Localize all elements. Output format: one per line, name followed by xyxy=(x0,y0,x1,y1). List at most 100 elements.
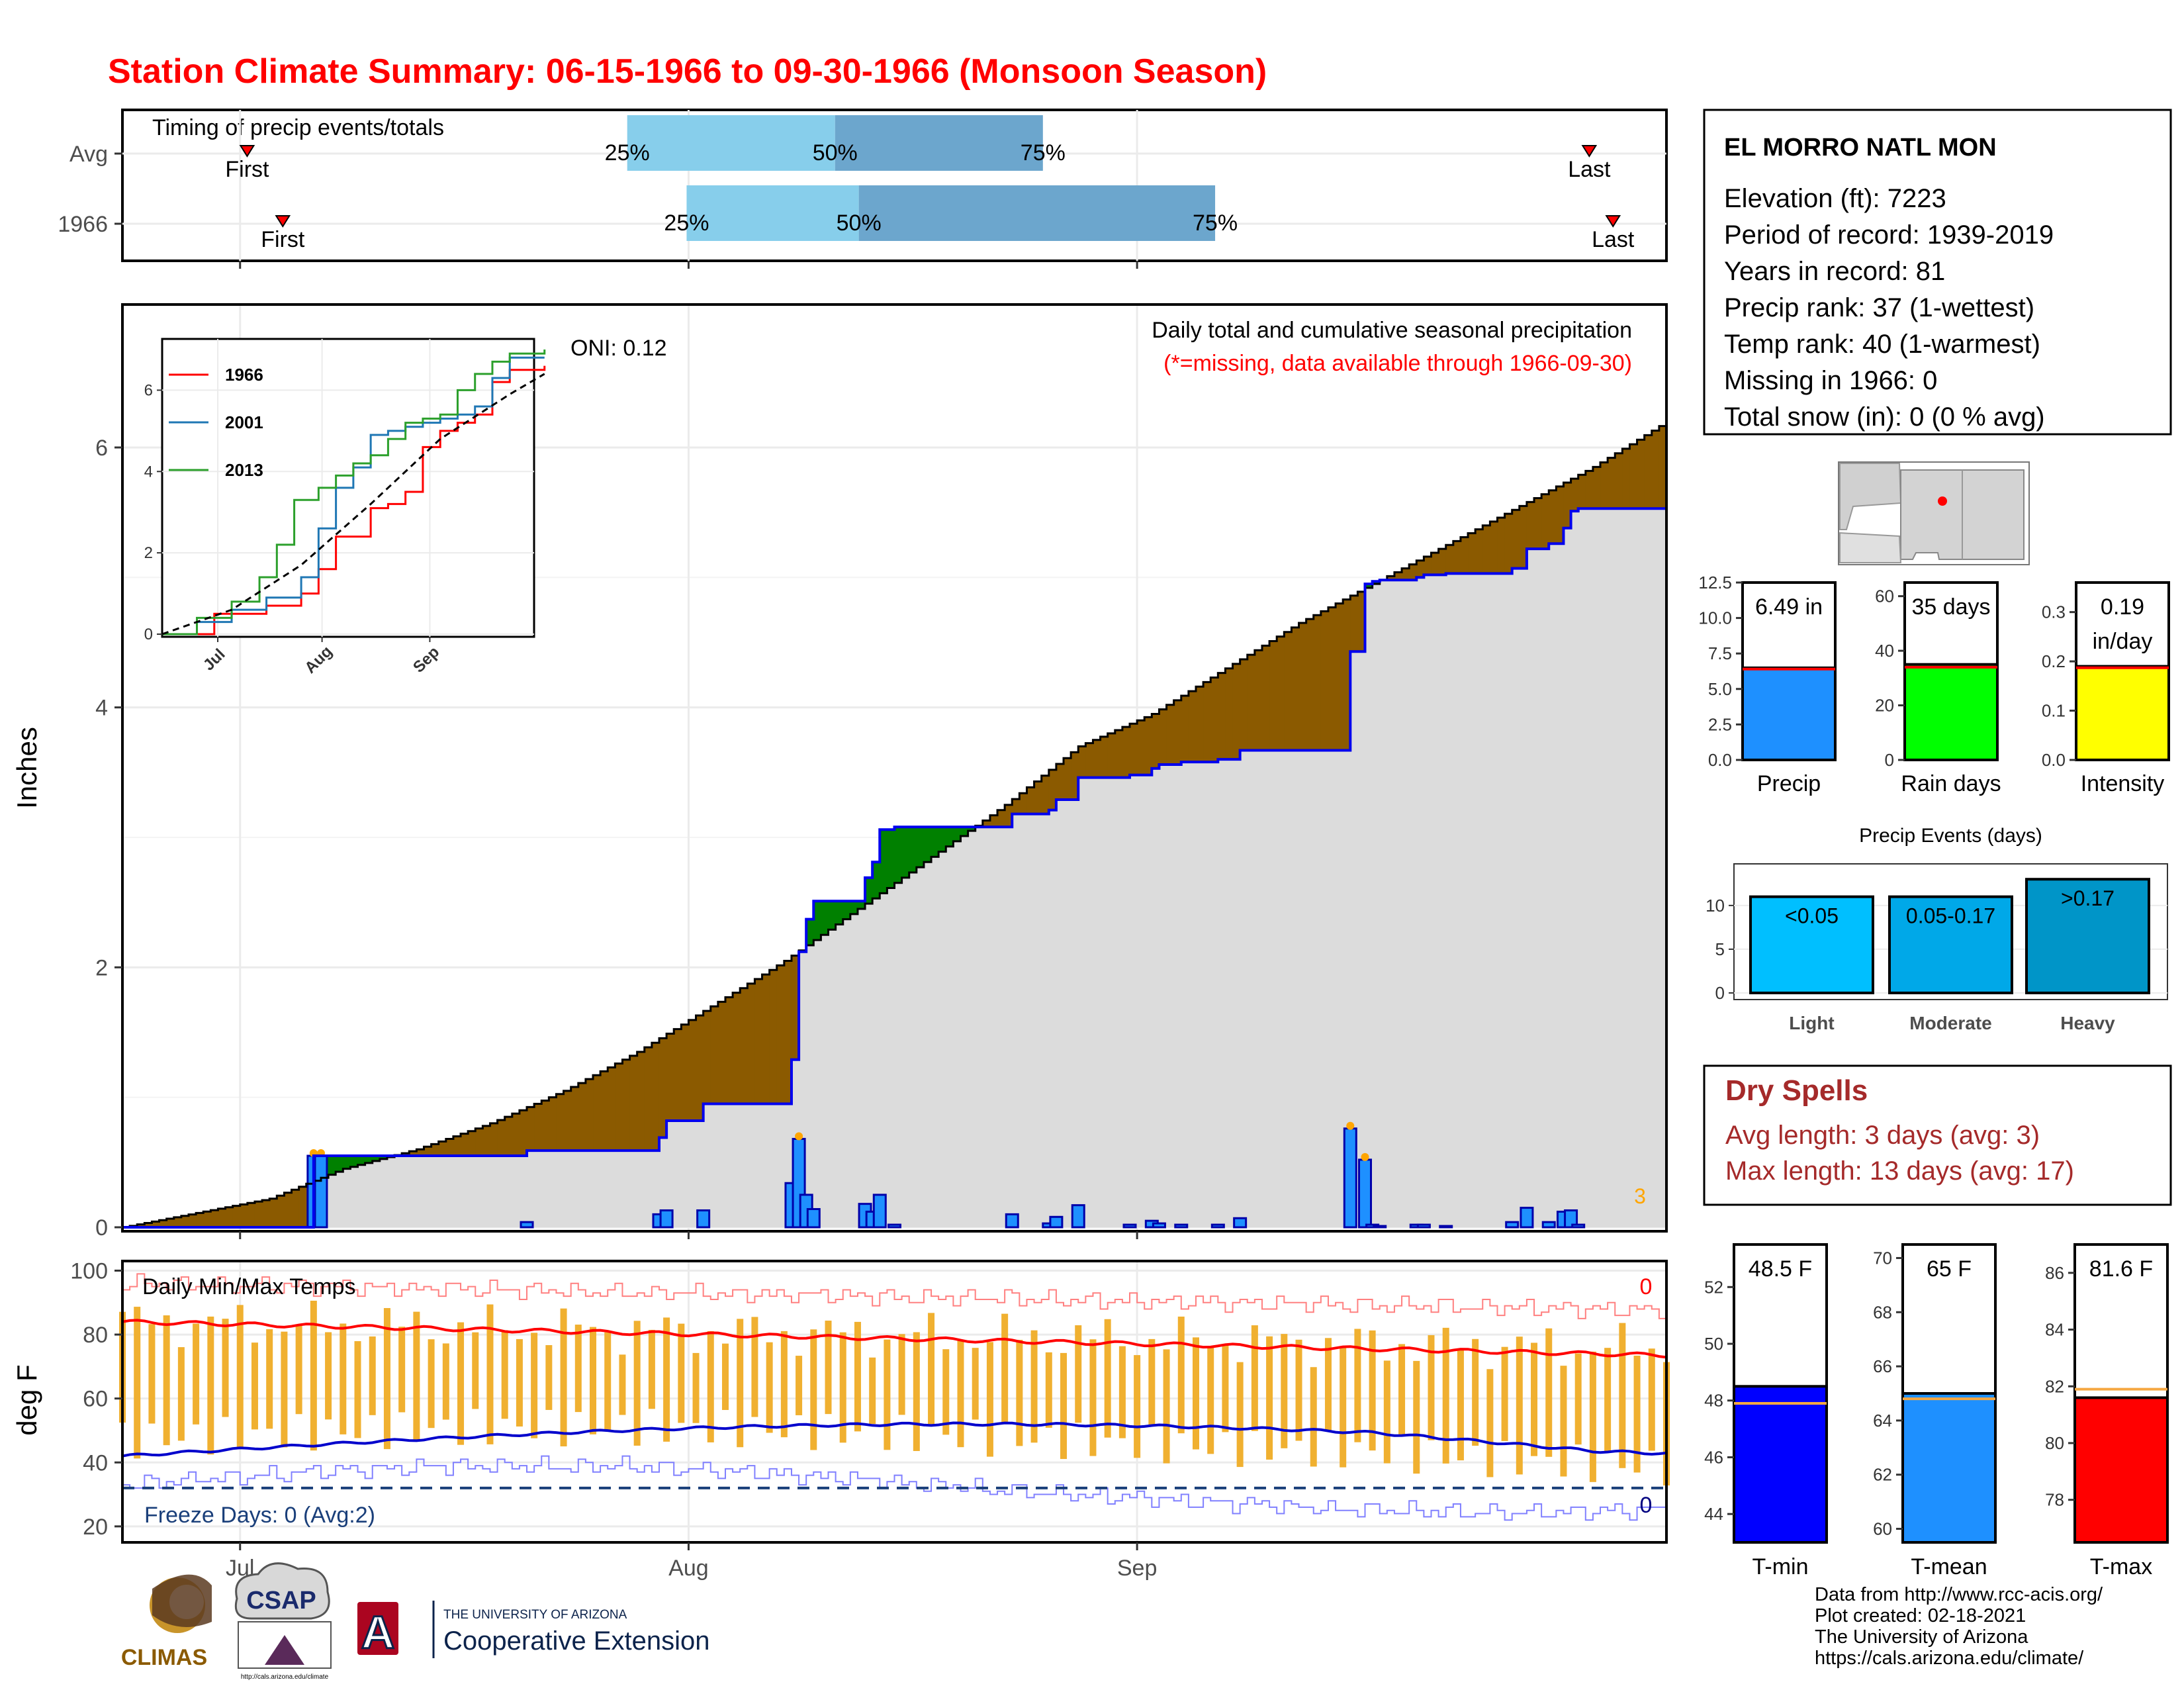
below-average-fill xyxy=(1556,486,1564,544)
below-average-fill xyxy=(497,1120,506,1156)
daily-temp-bar xyxy=(1045,1352,1052,1428)
below-average-fill xyxy=(1512,510,1520,569)
last-event-marker xyxy=(1581,145,1598,158)
daily-precip-bar xyxy=(1210,1223,1225,1229)
y-tick-label: 10.0 xyxy=(1698,608,1732,628)
daily-temp-bar xyxy=(574,1325,582,1413)
below-average-fill xyxy=(1048,769,1057,810)
above-average-fill xyxy=(946,827,954,847)
daily-temp-bar xyxy=(442,1343,449,1420)
below-average-fill xyxy=(997,810,1005,827)
daily-temp-bar xyxy=(1222,1344,1229,1432)
below-average-fill xyxy=(1291,627,1300,751)
dry-spells-avg: Avg length: 3 days (avg: 3) xyxy=(1725,1121,2040,1150)
footer-line: The University of Arizona xyxy=(1815,1626,2028,1648)
below-average-fill xyxy=(1328,607,1336,751)
daily-temp-bar xyxy=(1560,1366,1567,1477)
dry-spells-box: Dry Spells Avg length: 3 days (avg: 3) M… xyxy=(1703,1064,2172,1206)
below-average-fill xyxy=(1078,746,1086,778)
daily-temp-bar xyxy=(1574,1353,1582,1445)
inset-series-line xyxy=(162,350,546,635)
footer-credits: Data from http://www.rcc-acis.org/ Plot … xyxy=(1815,1584,2103,1669)
csap-logo-text: CSAP xyxy=(246,1587,316,1615)
daily-temp-bar xyxy=(1442,1327,1449,1464)
daily-temp-bar xyxy=(869,1357,876,1425)
daily-temp-bar xyxy=(354,1341,361,1438)
daily-temp-bar xyxy=(236,1305,244,1449)
daily-temp-bar xyxy=(1163,1349,1170,1464)
daily-temp-bar xyxy=(928,1313,935,1427)
daily-temp-bar xyxy=(1531,1342,1538,1456)
below-average-fill xyxy=(188,1214,197,1227)
below-average-fill xyxy=(203,1211,211,1227)
daily-precip-bar xyxy=(1541,1221,1556,1229)
y-tick-label: 0.0 xyxy=(1708,750,1732,770)
daily-temp-bar xyxy=(957,1340,964,1448)
y-tick-label: 48 xyxy=(1704,1391,1723,1411)
below-average-fill xyxy=(1306,619,1314,751)
station-line: Elevation (ft): 7223 xyxy=(1724,184,1946,213)
below-average-fill xyxy=(468,1131,476,1156)
daily-temp-bar xyxy=(796,1356,803,1415)
daily-temp-bar xyxy=(1075,1325,1082,1423)
daily-temp-bar xyxy=(751,1317,758,1417)
below-average-fill xyxy=(578,1083,586,1151)
below-average-fill xyxy=(1570,479,1579,512)
temp-bar xyxy=(1901,1392,1997,1544)
station-line: Years in record: 81 xyxy=(1724,257,1945,286)
station-location-dot xyxy=(1938,496,1947,506)
below-average-fill xyxy=(1115,730,1123,778)
below-average-fill xyxy=(1254,650,1263,751)
below-average-fill xyxy=(1534,498,1542,549)
daily-precip-bar xyxy=(1005,1213,1019,1229)
daily-temp-bar xyxy=(560,1308,567,1446)
below-average-fill xyxy=(1247,655,1255,751)
timing-panel: Timing of precip events/totals 25% 50% 75%… xyxy=(58,109,1668,269)
y-tick-label: 82 xyxy=(2045,1376,2064,1396)
daily-temp-bar xyxy=(1354,1329,1361,1442)
below-average-fill xyxy=(776,965,785,1104)
below-average-fill xyxy=(181,1215,189,1227)
daily-temp-bar xyxy=(1516,1336,1523,1475)
below-average-fill xyxy=(1012,799,1020,814)
summary-value-label: 6.49 in xyxy=(1755,594,1823,620)
above-average-fill xyxy=(931,827,939,857)
above-average-fill xyxy=(923,827,932,863)
above-average-fill xyxy=(857,901,866,909)
below-average-fill xyxy=(1468,533,1476,574)
station-line: Temp rank: 40 (1-warmest) xyxy=(1724,330,2040,359)
first-event-label: First xyxy=(261,227,305,252)
below-average-fill xyxy=(725,997,733,1104)
below-average-fill xyxy=(1313,615,1322,751)
station-line: Missing in 1966: 0 xyxy=(1724,366,1937,395)
below-average-fill xyxy=(1269,641,1277,751)
location-map xyxy=(1838,461,2030,565)
precip-ylabel: Inches xyxy=(11,727,42,809)
daily-temp-bar xyxy=(1310,1367,1317,1467)
below-average-fill xyxy=(1261,645,1270,751)
below-average-fill xyxy=(144,1223,152,1227)
below-average-fill xyxy=(754,978,763,1104)
y-tick-label: 40 xyxy=(1875,641,1894,661)
below-average-fill xyxy=(527,1107,535,1151)
above-average-fill xyxy=(938,827,946,852)
below-average-fill xyxy=(1615,453,1623,509)
precip-events-title: Precip Events (days) xyxy=(1859,825,2042,847)
inset-y-tick-label: 6 xyxy=(144,381,153,399)
precip-event-value: >0.17 xyxy=(2061,886,2115,910)
daily-temp-bar xyxy=(854,1321,861,1432)
temp-count-low: 0 xyxy=(1640,1493,1653,1518)
daily-temp-bar xyxy=(972,1348,979,1420)
daily-precip-bar xyxy=(1373,1225,1387,1229)
station-line: Precip rank: 37 (1-wettest) xyxy=(1724,293,2034,322)
daily-temp-bar xyxy=(1001,1313,1009,1423)
daily-temp-bar xyxy=(604,1332,612,1430)
y-tick-label: 4 xyxy=(95,696,108,721)
below-average-fill xyxy=(733,992,741,1104)
below-average-fill xyxy=(1277,636,1285,751)
below-average-fill xyxy=(593,1075,601,1151)
university-logo: A THE UNIVERSITY OF ARIZONA Cooperative … xyxy=(357,1601,709,1660)
below-average-fill xyxy=(1203,682,1211,763)
below-average-fill xyxy=(137,1224,145,1227)
timing-row-label: Avg xyxy=(69,142,108,167)
